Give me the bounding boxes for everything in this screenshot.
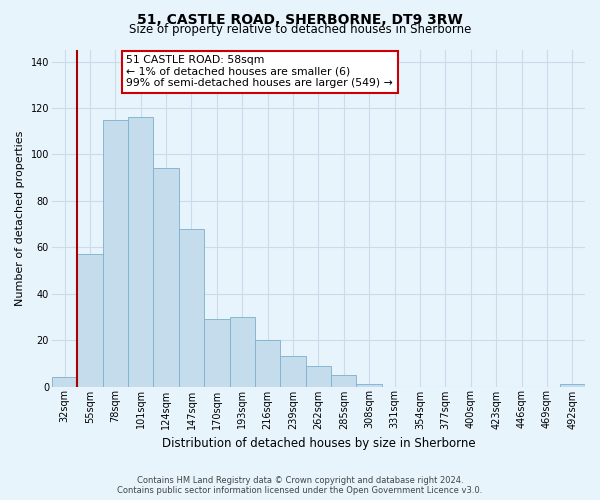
- Bar: [356, 384, 382, 386]
- Bar: [560, 384, 585, 386]
- Bar: [77, 254, 103, 386]
- Bar: [255, 340, 280, 386]
- Text: 51, CASTLE ROAD, SHERBORNE, DT9 3RW: 51, CASTLE ROAD, SHERBORNE, DT9 3RW: [137, 12, 463, 26]
- Bar: [331, 375, 356, 386]
- Text: 51 CASTLE ROAD: 58sqm
← 1% of detached houses are smaller (6)
99% of semi-detach: 51 CASTLE ROAD: 58sqm ← 1% of detached h…: [127, 55, 393, 88]
- Text: Contains HM Land Registry data © Crown copyright and database right 2024.
Contai: Contains HM Land Registry data © Crown c…: [118, 476, 482, 495]
- X-axis label: Distribution of detached houses by size in Sherborne: Distribution of detached houses by size …: [161, 437, 475, 450]
- Bar: [103, 120, 128, 386]
- Bar: [306, 366, 331, 386]
- Bar: [154, 168, 179, 386]
- Bar: [204, 319, 230, 386]
- Y-axis label: Number of detached properties: Number of detached properties: [15, 130, 25, 306]
- Bar: [128, 118, 154, 386]
- Bar: [179, 228, 204, 386]
- Bar: [52, 377, 77, 386]
- Bar: [230, 317, 255, 386]
- Text: Size of property relative to detached houses in Sherborne: Size of property relative to detached ho…: [129, 22, 471, 36]
- Bar: [280, 356, 306, 386]
